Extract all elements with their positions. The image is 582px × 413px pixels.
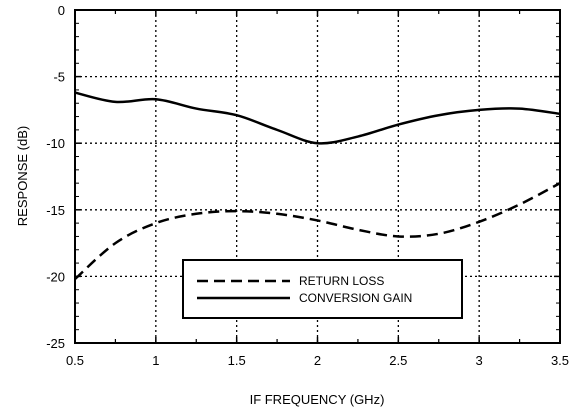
x-tick-label: 3.5: [551, 353, 569, 368]
y-tick-label: -10: [46, 136, 65, 151]
legend-box: [182, 259, 463, 319]
grid-layer: [75, 10, 560, 343]
y-tick-label: -20: [46, 269, 65, 284]
x-tick-label: 0.5: [66, 353, 84, 368]
legend: RETURN LOSS CONVERSION GAIN: [182, 259, 463, 319]
legend-label-conversion-gain: CONVERSION GAIN: [299, 291, 412, 305]
series-line-return-loss: [74, 182, 561, 280]
labels-layer: 0.5 1 1.5 2 2.5 3 3.5 0 -5 -10 -15 -20 -25: [46, 3, 569, 368]
y-tick-label: 0: [58, 3, 65, 18]
x-tick-label: 3: [476, 353, 483, 368]
y-tick-label: -25: [46, 336, 65, 351]
x-axis-title: IF FREQUENCY (GHz): [250, 392, 385, 407]
x-tick-label: 1.5: [228, 353, 246, 368]
y-tick-label: -5: [53, 70, 65, 85]
series-layer: [74, 91, 561, 280]
x-tick-label: 2.5: [389, 353, 407, 368]
y-tick-label: -15: [46, 203, 65, 218]
y-axis-title: RESPONSE (dB): [15, 126, 30, 226]
x-tick-label: 1: [152, 353, 159, 368]
x-tick-label: 2: [314, 353, 321, 368]
series-line-conversion-gain: [74, 91, 561, 145]
legend-label-return-loss: RETURN LOSS: [299, 274, 384, 288]
ticks-layer: [74, 9, 561, 344]
